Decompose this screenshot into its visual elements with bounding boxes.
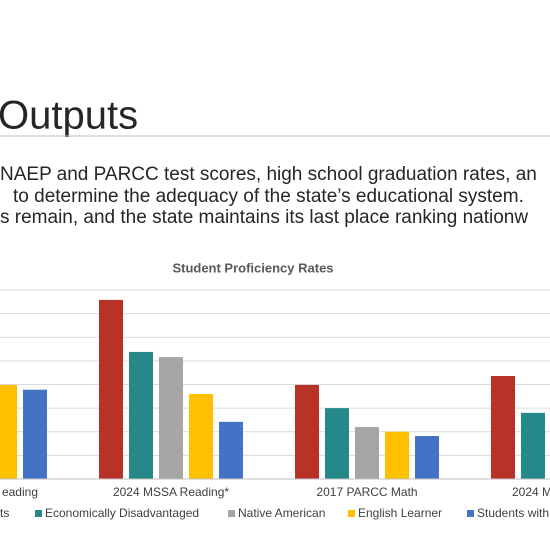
bar [99,299,123,479]
chart-title: Student Proficiency Rates [172,260,333,275]
legend-label: Economically Disadvantaged [45,506,199,520]
bar [295,384,319,479]
slide-title: Outputs [0,94,138,138]
bar [385,431,409,479]
legend-label: Students with [477,506,549,520]
bar [129,351,153,479]
bar [355,427,379,479]
bar [0,384,17,479]
bar [189,393,213,479]
legend-marker [35,510,42,517]
legend-marker [348,510,355,517]
bar [415,436,439,479]
body-line: s remain, and the state maintains its la… [0,207,528,228]
legend-label: ts [0,506,9,520]
bar [521,412,545,479]
legend-marker [228,510,235,517]
bar [159,357,183,479]
x-tick-label: 2017 PARCC Math [316,485,417,499]
legend-label: Native American [238,506,325,520]
bar [219,421,243,479]
x-tick-label: 2024 MSSA Reading* [113,485,229,499]
bar [325,408,349,479]
bar [491,375,515,479]
legend-marker [467,510,474,517]
x-tick-label: eading [2,485,38,499]
x-tick-label: 2024 M [512,485,550,499]
body-line: to determine the adequacy of the state’s… [13,186,524,207]
body-line: NAEP and PARCC test scores, high school … [0,164,537,185]
legend-label: English Learner [358,506,442,520]
bar [23,389,47,479]
